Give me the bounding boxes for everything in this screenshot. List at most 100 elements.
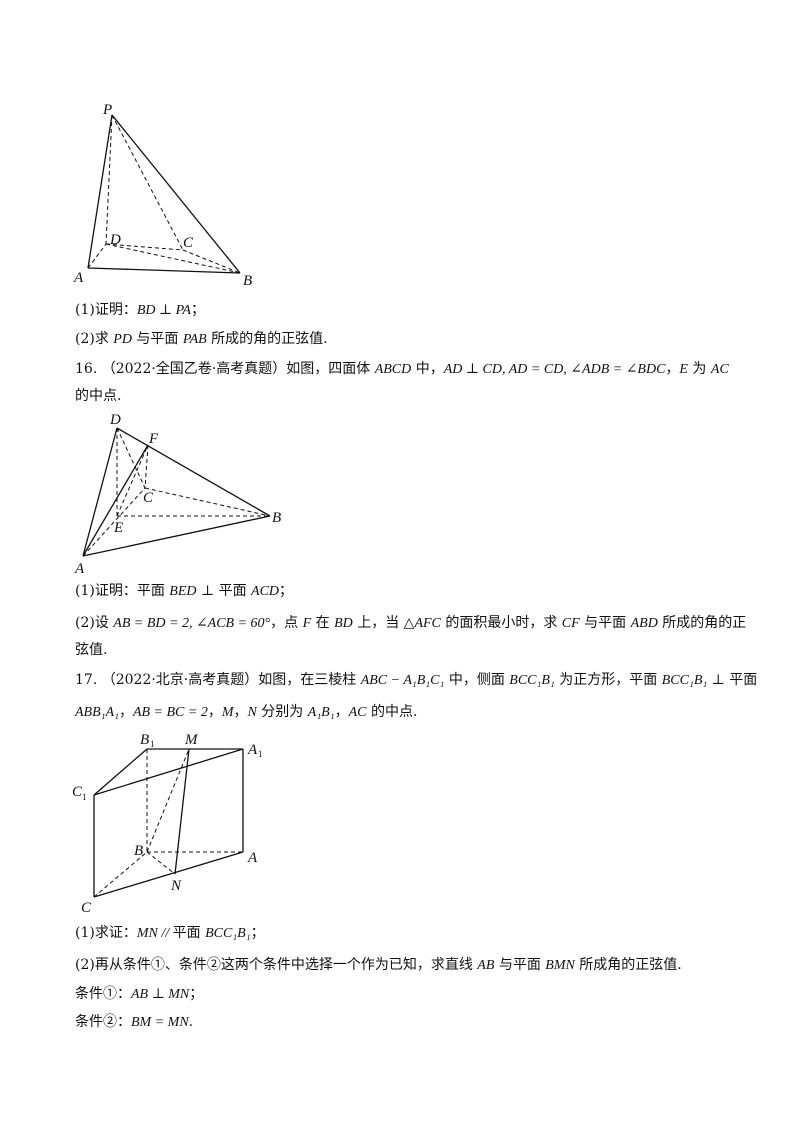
edge-ac <box>82 487 146 557</box>
edge-pd <box>105 114 113 245</box>
p17-text-1: 如图，在三棱柱 <box>258 672 361 688</box>
label-d: D <box>109 232 121 248</box>
p16-math-ac: AC <box>710 362 729 377</box>
label-a1-sub: 1 <box>258 749 263 759</box>
label-c: C <box>143 490 154 506</box>
p17-c1-prefix: 条件①： <box>75 986 131 1002</box>
p16-q2-math-1: AB = BD = 2, ∠ACB = 60° <box>113 616 271 631</box>
p17-math-abba: ABB₁A₁ <box>75 705 119 720</box>
p16-q1-mid: ⊥ 平面 <box>196 583 252 599</box>
edge-ad <box>87 243 107 269</box>
p15-q1-prefix: (1)证明： <box>75 302 137 318</box>
label-b: B <box>272 510 281 526</box>
edge-ef <box>116 444 149 517</box>
label-c: C <box>183 235 194 251</box>
p17-q1-math-face: BCC₁B₁ <box>205 926 251 941</box>
label-a: A <box>247 850 258 866</box>
label-m: M <box>184 732 199 748</box>
p17-stem-cont: ABB₁A₁，AB = BC = 2，M，N 分别为 A₁B₁，AC 的中点. <box>75 702 417 723</box>
p17-condition-2: 条件②：BM = MN. <box>75 1012 193 1033</box>
p16-q2-math-cf: CF <box>561 616 580 631</box>
p16-q2-f: 与平面 <box>579 615 631 631</box>
p17-stem: 17. （2022·北京·高考真题）如图，在三棱柱 ABC − A₁B₁C₁ 中… <box>75 670 757 691</box>
p16-q2-g: 所成的角的正 <box>657 615 747 631</box>
edge-cb <box>144 487 271 517</box>
p17-q2-math-ab: AB <box>477 958 495 973</box>
p17-c2-end: . <box>188 1014 194 1030</box>
label-a1: A <box>247 742 258 758</box>
p17-q2-math-bmn: BMN <box>545 958 575 973</box>
p16-text-2: 中， <box>411 361 444 377</box>
p17-q1-math-mn: MN // <box>136 926 173 941</box>
p16-q2-math-afc: △AFC <box>403 616 441 631</box>
p17-math-n: N <box>247 705 257 720</box>
p17-text-9: ， <box>334 704 349 720</box>
p17-q1: (1)求证：MN // 平面 BCC₁B₁； <box>75 923 265 944</box>
p17-c2-math: BM = MN <box>131 1015 189 1030</box>
p17-q2-c: 所成角的正弦值. <box>574 957 682 973</box>
p17-math-lengths: AB = BC = 2 <box>132 705 208 720</box>
p15-q2-mid: 与平面 <box>131 331 183 347</box>
p16-math-abcd: ABCD <box>374 362 412 377</box>
label-n: N <box>170 878 182 894</box>
p17-text-4: ⊥ 平面 <box>707 672 758 688</box>
label-b1-sub: 1 <box>150 739 155 749</box>
p15-q2-math-pd: PD <box>113 332 132 347</box>
p16-text-1: 如图，四面体 <box>286 361 375 377</box>
label-c1: C <box>72 784 83 800</box>
p16-q1: (1)证明：平面 BED ⊥ 平面 ACD； <box>75 581 293 602</box>
p17-q1-prefix: (1)求证： <box>75 925 137 941</box>
p16-q1-end: ； <box>279 583 294 599</box>
p17-math-face: BCC₁B₁ <box>509 673 555 688</box>
p16-q2-e: 的面积最小时，求 <box>440 615 562 631</box>
p17-math-ac: AC <box>348 705 367 720</box>
p17-text-5: ， <box>118 704 133 720</box>
p17-text-7: ， <box>233 704 248 720</box>
p17-math-m: M <box>221 705 234 720</box>
p16-stem: 16. （2022·全国乙卷·高考真题）如图，四面体 ABCD 中，AD ⊥ C… <box>75 359 729 380</box>
p17-text-2: 中，侧面 <box>444 672 510 688</box>
label-a: A <box>73 270 84 286</box>
edge-ab <box>82 515 271 557</box>
edge-da <box>82 427 118 557</box>
edge-cb <box>93 851 148 898</box>
edge-pc <box>111 114 184 251</box>
tetrahedron-diagram: D F C E A B <box>74 412 281 577</box>
p16-q2-a: (2)设 <box>75 615 114 631</box>
pyramid-diagram: P D C A B <box>73 102 252 289</box>
figure-prism: B 1 M A 1 C 1 B A N C <box>70 728 280 918</box>
segment-bm <box>146 748 190 853</box>
p16-q1-math-acd: ACD <box>251 584 280 599</box>
p16-q2-math-abd: ABD <box>630 616 658 631</box>
edge-ab <box>87 267 241 274</box>
label-b: B <box>243 273 252 289</box>
figure-tetrahedron-abcd: D F C E A B <box>70 408 290 578</box>
p16-stem-cont: 的中点. <box>75 388 122 404</box>
p15-q2-math-pab: PAB <box>182 332 207 347</box>
p16-source: （2022·全国乙卷·高考真题） <box>101 361 287 377</box>
p15-q1-end: ； <box>190 302 205 318</box>
p17-math-a1b1: A₁B₁ <box>307 705 335 720</box>
p16-q2-cont: 弦值. <box>75 642 108 658</box>
p17-c2-prefix: 条件②： <box>75 1014 131 1030</box>
edge-db <box>116 427 271 517</box>
edge-c1a1 <box>93 748 244 796</box>
label-e: E <box>113 520 123 536</box>
p17-condition-1: 条件①：AB ⊥ MN； <box>75 984 203 1005</box>
edge-af <box>82 444 149 557</box>
p16-text-3: ， <box>665 361 680 377</box>
edge-cb <box>182 249 241 274</box>
p17-text-6: ， <box>207 704 222 720</box>
label-b: B <box>134 843 143 859</box>
p16-math-e: E <box>679 362 688 377</box>
prism-diagram: B 1 M A 1 C 1 B A N C <box>72 732 263 916</box>
p15-q2-end: 所成的角的正弦值. <box>206 331 328 347</box>
edge-pa <box>87 114 113 269</box>
p16-text-4: 为 <box>687 361 711 377</box>
p17-q2: (2)再从条件①、条件②这两个条件中选择一个作为已知，求直线 AB 与平面 BM… <box>75 955 682 976</box>
edge-c1b1 <box>93 748 148 796</box>
p17-source: （2022·北京·高考真题） <box>101 672 259 688</box>
p16-q2-b: ，点 <box>270 615 303 631</box>
edge-ca <box>93 851 244 898</box>
label-c: C <box>81 900 92 916</box>
